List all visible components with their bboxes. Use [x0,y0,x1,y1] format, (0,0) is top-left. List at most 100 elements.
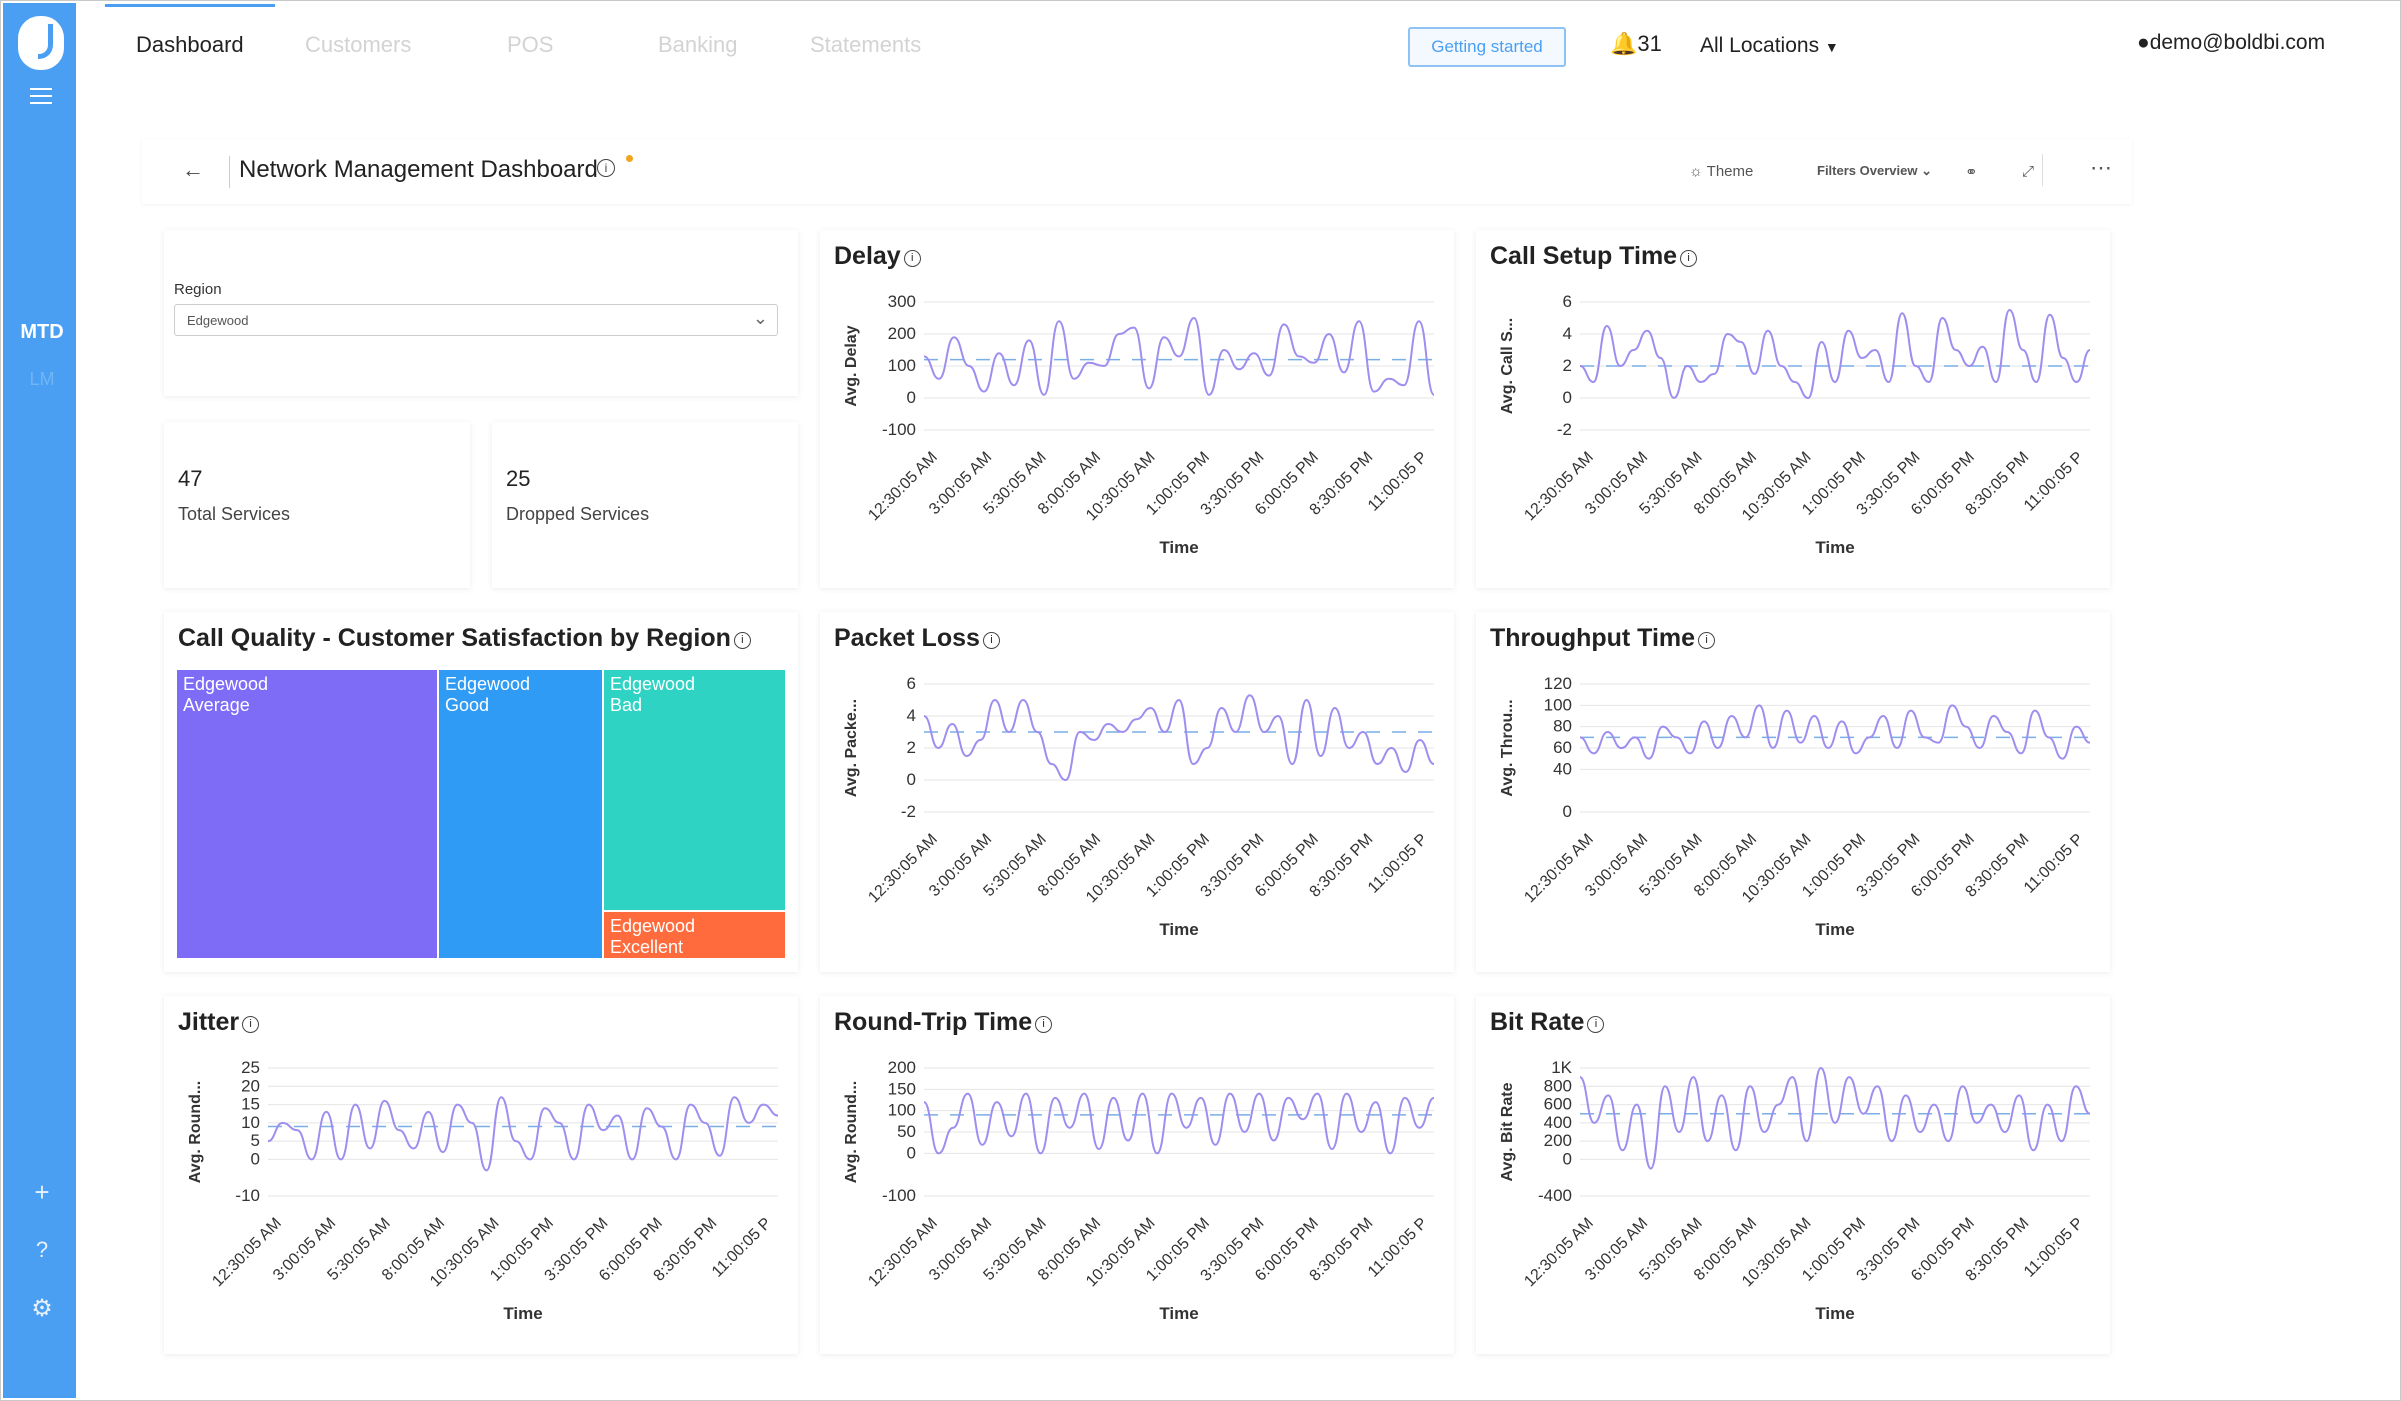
kpi-value: 25 [506,466,531,491]
theme-button[interactable]: ☼ Theme [1689,163,1753,180]
treemap-cell[interactable]: Edgewood Bad [603,669,786,911]
series-line [923,1092,1435,1155]
sidebar-item-lm[interactable]: LM [29,369,55,389]
series-line [267,1096,779,1172]
chart-title: Round-Trip Time [834,1008,1033,1036]
y-axis-label: Avg. Throu... [1499,699,1516,796]
view-icon[interactable]: ⚭ [1965,164,1978,181]
series-line [1579,704,2091,760]
y-tick-label: 2 [1563,356,1572,375]
caret-down-icon: ▼ [1824,39,1839,55]
tab-dashboard[interactable]: Dashboard [136,32,244,57]
kpi-label: Dropped Services [506,504,650,524]
info-icon[interactable]: i [982,632,1000,649]
info-icon[interactable]: i [1680,250,1698,267]
info-icon[interactable]: i [1698,632,1716,649]
treemap-cell-region: Edgewood [445,674,531,694]
treemap-title: Call Quality - Customer Satisfaction by … [178,624,731,652]
fullscreen-icon[interactable]: ⤢ [2022,163,2035,180]
y-tick-label: 150 [888,1079,916,1098]
treemap-card: Call Quality - Customer Satisfaction by … [164,612,798,972]
line-chart: 200 150 100 50 0 -100 Avg. Round... 12:30:05 AM… [843,1058,1435,1323]
y-tick-label: 0 [251,1149,260,1168]
sidebar-item-mtd[interactable]: MTD [20,321,64,343]
info-icon[interactable]: i [242,1016,260,1033]
widget-title: Round-Trip Time i [834,1008,1053,1037]
user-email: demo@boldbi.com [2149,31,2326,54]
delay-chart-card: 300 200 100 0 -100 Avg. Delay 12:30:05 AM 3:00:… [820,230,1454,588]
info-icon[interactable]: i [1035,1016,1053,1033]
x-axis-label: Time [1815,538,1854,557]
treemap-cell[interactable]: Edgewood Good [438,669,603,959]
x-tick-label: 12:30:05 AM [865,449,941,525]
plus-icon[interactable]: + [34,1177,50,1207]
info-icon[interactable]: i [903,250,921,267]
getting-started-button[interactable]: Getting started [1408,27,1566,67]
info-icon[interactable]: i [1587,1016,1605,1033]
app-logo[interactable] [18,16,64,70]
packet-loss-chart-card: 6 4 2 0 -2 Avg. Packe... 12:30:05 AM 3:00:05 AM… [820,612,1454,972]
back-arrow-icon[interactable]: ← [182,157,204,182]
region-dropdown[interactable]: Edgewood ⌄ [174,304,778,336]
tab-statements[interactable]: Statements [810,32,922,57]
y-tick-label: -100 [882,1186,916,1205]
tab-pos[interactable]: POS [507,32,554,57]
x-tick-label: 12:30:05 AM [1521,449,1597,525]
x-tick-label: 12:30:05 AM [1521,1215,1597,1291]
y-tick-label: 15 [241,1095,260,1114]
location-label: All Locations [1700,34,1820,57]
series-line [923,316,1435,396]
chevron-down-icon: ⌄ [1921,163,1932,178]
location-dropdown[interactable]: All Locations ▼ [1700,34,1839,58]
treemap-cell-label: Good [445,695,490,715]
y-tick-label: 10 [241,1113,260,1132]
treemap-cell[interactable]: Edgewood Excellent [603,911,786,959]
chevron-down-icon: ⌄ [752,308,768,328]
menu-icon[interactable] [30,88,52,104]
y-tick-label: -2 [901,802,916,821]
round-trip-chart-card: 200 150 100 50 0 -100 Avg. Round... 12:30:05 AM… [820,996,1454,1354]
y-tick-label: 600 [1544,1095,1572,1114]
left-sidebar: MTD LM + ? ⚙ [3,3,76,1398]
y-tick-label: 200 [888,1058,916,1077]
y-tick-label: 0 [1563,388,1572,407]
chart-title: Jitter [178,1008,240,1036]
info-icon[interactable]: i [597,159,615,177]
x-tick-label: 12:30:05 AM [209,1215,285,1291]
x-axis-label: Time [1159,1304,1198,1323]
y-tick-label: 2 [907,738,916,757]
region-value: Edgewood [187,313,249,328]
region-filter-card: Region Edgewood ⌄ [164,230,798,396]
jitter-chart-card: 25 20 15 10 5 0 -10 Avg. Round... 12:30:05 AM 3:0… [164,996,798,1354]
y-axis-label: Avg. Bit Rate [1499,1082,1516,1181]
y-tick-label: 50 [897,1122,916,1141]
y-tick-label: 120 [1544,674,1572,693]
treemap-cell-region: Edgewood [183,674,269,694]
gear-icon[interactable]: ⚙ [31,1295,53,1322]
y-tick-label: 200 [888,324,916,343]
filters-overview-button[interactable]: Filters Overview ⌄ [1817,163,1932,179]
help-icon[interactable]: ? [35,1237,49,1262]
more-icon[interactable]: ⋯ [2090,155,2112,180]
widget-title: Call Quality - Customer Satisfaction by … [178,624,751,653]
notifications-button[interactable]: 🔔31 [1610,31,1662,57]
x-axis-label: Time [1159,538,1198,557]
treemap-cell[interactable]: Edgewood Average [176,669,438,959]
x-axis-label: Time [1159,920,1198,939]
y-tick-label: 200 [1544,1131,1572,1150]
bit-rate-chart-card: 1K 800 600 400 200 0 -400 Avg. Bit Rate 12:30:05… [1476,996,2110,1354]
widget-title: Bit Rate i [1490,1008,1605,1037]
user-menu[interactable]: ●demo@boldbi.com [2137,31,2325,55]
y-tick-label: 100 [1544,695,1572,714]
widget-title: Call Setup Time i [1490,242,1698,271]
tab-banking[interactable]: Banking [658,32,738,57]
y-tick-label: 60 [1553,738,1572,757]
y-tick-label: 0 [1563,1149,1572,1168]
info-icon[interactable]: i [733,632,751,649]
x-tick-label: 11:00:05 P [2021,449,2087,515]
y-tick-label: -400 [1538,1186,1572,1205]
tab-customers[interactable]: Customers [305,32,412,57]
widget-title: Packet Loss i [834,624,1000,653]
chart-title: Bit Rate [1490,1008,1585,1036]
y-tick-label: 5 [251,1131,260,1150]
